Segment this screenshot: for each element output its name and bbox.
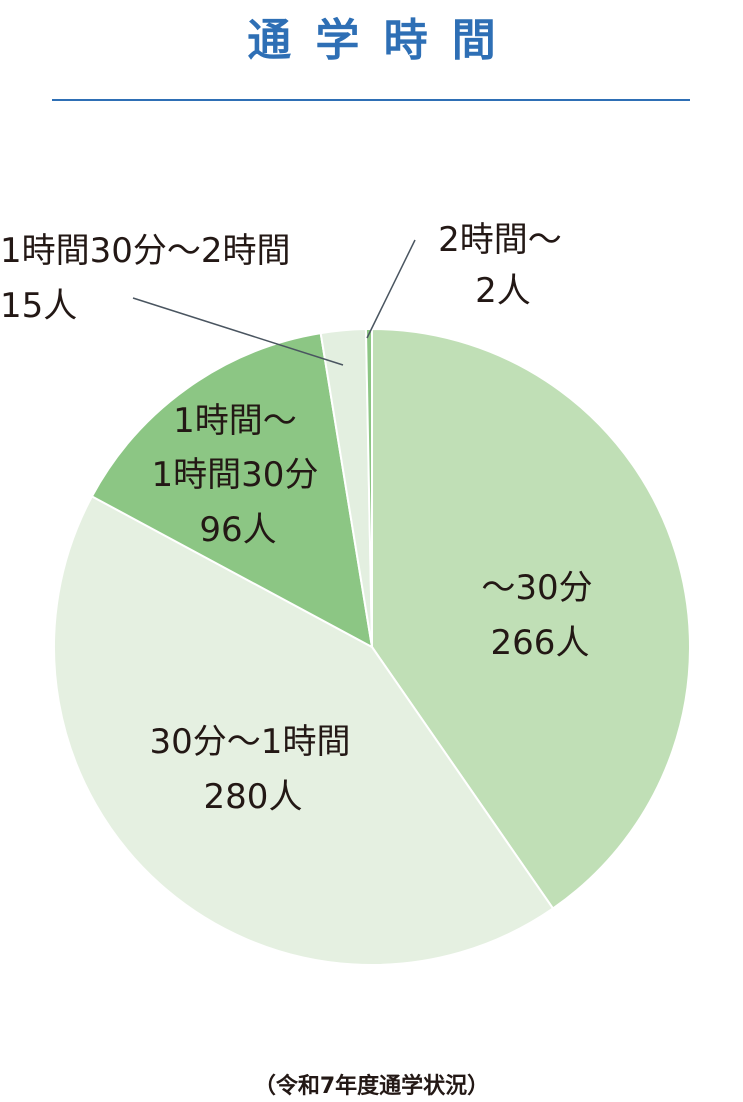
pie-slice bbox=[371, 327, 691, 910]
pie bbox=[53, 327, 691, 966]
chart-title: 通学時間 bbox=[247, 15, 520, 66]
leader-line bbox=[132, 297, 344, 366]
category-label: ～30分 bbox=[481, 568, 593, 608]
footnote: （令和7年度通学状況） bbox=[253, 1074, 490, 1099]
value-label: 15人 bbox=[0, 286, 78, 326]
value-label: 2人 bbox=[475, 271, 531, 311]
pie-slice bbox=[53, 495, 555, 966]
category-label: 30分～1時間 bbox=[149, 722, 351, 762]
category-label: 1時間30分～2時間 bbox=[0, 231, 291, 271]
category-label: 1時間～ 1時間30分 bbox=[151, 401, 319, 495]
value-label: 280人 bbox=[203, 777, 303, 817]
category-label: 2時間～ bbox=[438, 220, 562, 260]
value-label: 266人 bbox=[490, 623, 590, 663]
value-label: 96人 bbox=[199, 510, 277, 550]
pie-slice bbox=[90, 332, 374, 649]
leader-line bbox=[366, 239, 416, 339]
